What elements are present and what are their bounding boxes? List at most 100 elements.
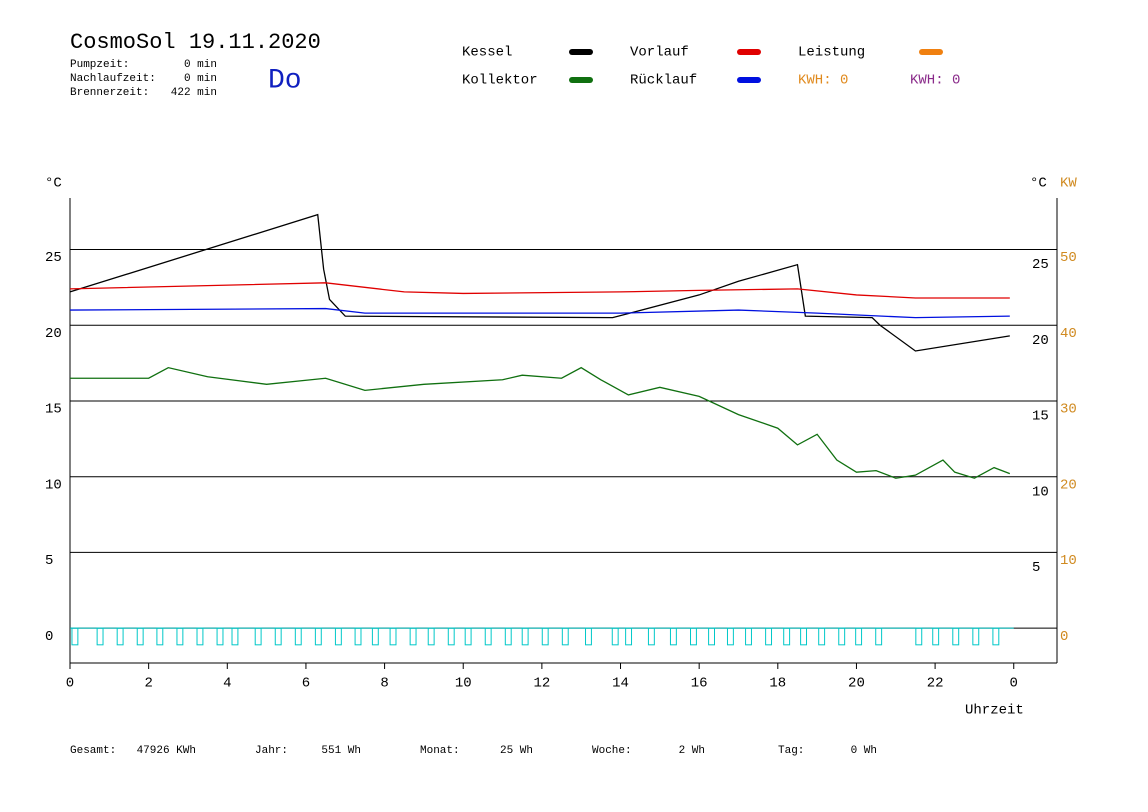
legend-label: Vorlauf: [630, 45, 689, 61]
pulse: [409, 627, 417, 646]
pulse: [838, 627, 846, 646]
pulse: [96, 627, 104, 646]
pulse: [992, 627, 1000, 646]
y2-tick-label: 20: [1060, 477, 1077, 493]
pulse: [254, 627, 262, 646]
y-tick-label: 15: [45, 402, 62, 418]
y-tick-label: 25: [45, 250, 62, 266]
pulse: [972, 627, 980, 646]
stat-label: Brennerzeit:: [70, 87, 149, 99]
pulse: [541, 627, 549, 646]
x-tick-label: 2: [144, 676, 152, 692]
y2-tick-label: 50: [1060, 250, 1077, 266]
pulse: [669, 627, 677, 646]
x-tick-label: 12: [533, 676, 550, 692]
x-tick-label: 20: [848, 676, 865, 692]
pulse: [585, 627, 592, 646]
footer-value: 2 Wh: [679, 745, 705, 757]
x-tick-label: 10: [455, 676, 472, 692]
pulse: [71, 627, 79, 646]
pulse: [647, 627, 655, 646]
stat-value: 0 min: [184, 59, 217, 71]
pulse: [274, 627, 282, 646]
pulse: [915, 627, 923, 646]
x-tick-label: 0: [66, 676, 74, 692]
day: Do: [268, 65, 302, 96]
pulse: [196, 627, 204, 646]
pulse: [371, 627, 379, 646]
stat-value: 422 min: [171, 87, 217, 99]
kwh: KWH: 0: [798, 73, 848, 89]
pulse: [354, 627, 362, 646]
pulse: [952, 627, 960, 646]
y2-tick-label: 10: [1060, 553, 1077, 569]
series-line: [69, 282, 1010, 299]
stat-label: Pumpzeit:: [70, 59, 129, 71]
pulse: [136, 627, 144, 646]
y-tick-label: 10: [45, 477, 62, 493]
pulse: [334, 627, 342, 646]
y2-c-tick-label: 10: [1032, 484, 1049, 500]
y2-c-tick-label: 15: [1032, 409, 1049, 425]
pulse: [745, 627, 752, 646]
pulse: [504, 627, 512, 646]
footer-label: Woche:: [592, 745, 632, 757]
y-tick-label: 20: [45, 326, 62, 342]
y2-tick-label: 40: [1060, 326, 1077, 342]
pulse: [156, 627, 164, 646]
x-tick-label: 18: [769, 676, 786, 692]
series-line: [69, 307, 1010, 319]
pulse: [561, 627, 569, 646]
pulse: [932, 627, 940, 646]
pulse: [875, 627, 883, 646]
stat-label: Nachlaufzeit:: [70, 73, 156, 85]
stat-value: 0 min: [184, 73, 217, 85]
pulse: [389, 627, 397, 646]
legend-label: Kollektor: [462, 73, 538, 89]
pulse: [176, 627, 184, 646]
pulse: [783, 627, 791, 646]
footer-value: 551 Wh: [321, 745, 361, 757]
pulse: [294, 627, 302, 646]
pulse: [521, 627, 529, 646]
footer-value: 0 Wh: [851, 745, 877, 757]
y-axis-label: °C: [45, 176, 62, 192]
footer-label: Monat:: [420, 745, 460, 757]
y-tick-label: 0: [45, 629, 53, 645]
y2-c-tick-label: 25: [1032, 257, 1049, 273]
pulse: [447, 627, 455, 646]
pulse: [726, 627, 734, 646]
pulse: [611, 627, 619, 646]
pulse: [690, 627, 697, 646]
footer-label: Tag:: [778, 745, 804, 757]
footer-value: 25 Wh: [500, 745, 533, 757]
series-line: [70, 366, 1011, 479]
legend-label: Kessel: [462, 45, 512, 61]
pulse: [765, 627, 773, 646]
x-tick-label: 4: [223, 676, 231, 692]
x-tick-label: 6: [302, 676, 310, 692]
y-tick-label: 5: [45, 553, 53, 569]
legend-label: Leistung: [798, 45, 865, 61]
footer-label: Gesamt:: [70, 745, 116, 757]
x-tick-label: 16: [691, 676, 708, 692]
pulse: [708, 627, 715, 646]
x-tick-label: 22: [927, 676, 944, 692]
y2-c-tick-label: 20: [1032, 333, 1049, 349]
x-axis-label: Uhrzeit: [965, 703, 1024, 719]
y2-axis-label: KW: [1060, 176, 1077, 192]
pulse: [818, 627, 826, 646]
pulse: [484, 627, 492, 646]
footer-value: 47926 KWh: [137, 745, 196, 757]
pulse: [625, 627, 633, 646]
pulse: [855, 627, 863, 646]
y2-tick-label: 30: [1060, 402, 1077, 418]
pulse: [216, 627, 224, 646]
pulse: [464, 627, 472, 646]
pulse: [231, 627, 239, 646]
legend-label: Rücklauf: [630, 73, 697, 89]
chart-title: CosmoSol 19.11.2020: [70, 30, 321, 55]
series-line: [69, 213, 1010, 352]
